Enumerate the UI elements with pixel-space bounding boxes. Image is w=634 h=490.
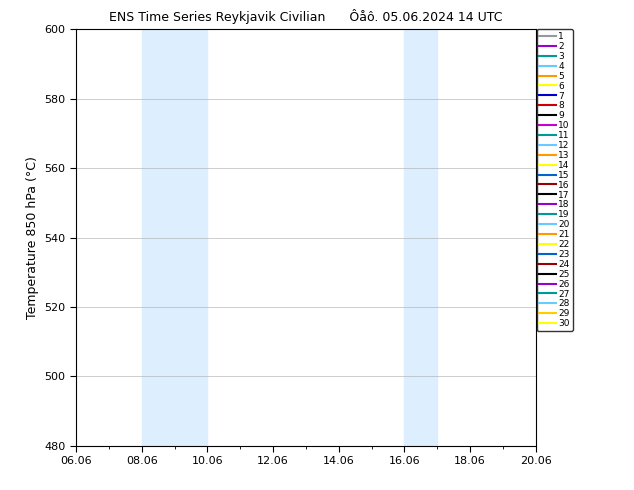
Title: ENS Time Series Reykjavik Civilian      Ôåô. 05.06.2024 14 UTC: ENS Time Series Reykjavik Civilian Ôåô. … (109, 9, 503, 24)
Bar (142, 29, 207, 446)
Legend: 1, 2, 3, 4, 5, 6, 7, 8, 9, 10, 11, 12, 13, 14, 15, 16, 17, 18, 19, 20, 21, 22, 2: 1, 2, 3, 4, 5, 6, 7, 8, 9, 10, 11, 12, 1… (536, 29, 573, 331)
Bar (404, 29, 437, 446)
Y-axis label: Temperature 850 hPa (°C): Temperature 850 hPa (°C) (26, 156, 39, 319)
